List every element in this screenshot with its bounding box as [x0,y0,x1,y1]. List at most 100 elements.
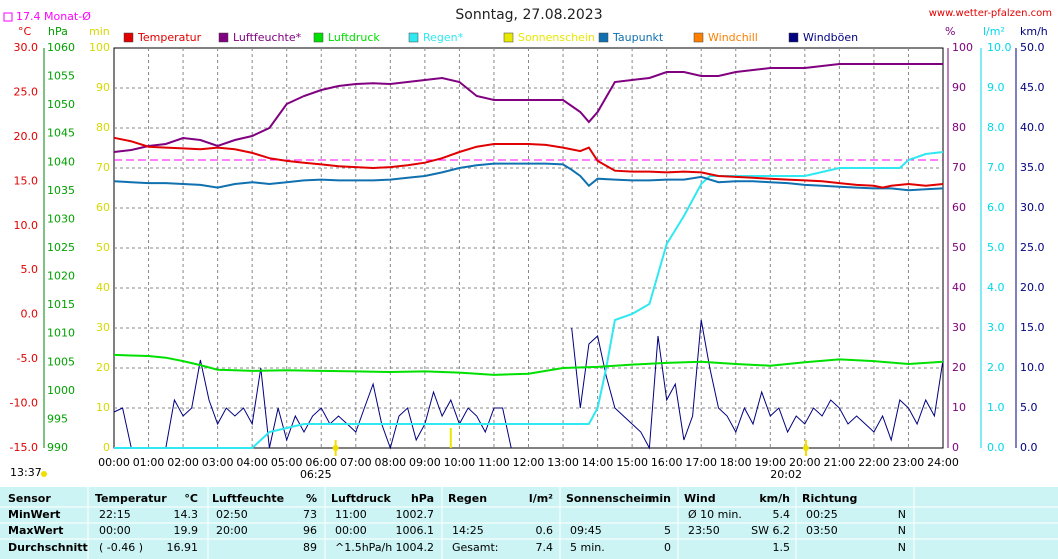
x-tick-label: 24:00 [927,456,959,469]
cell-left: 00:25 [806,508,838,521]
y-tick-label: 90 [96,81,110,94]
y-tick-label: 80 [952,121,966,134]
x-tick-label: 02:00 [167,456,199,469]
table-header-unit: min [648,492,671,505]
x-tick-label: 10:00 [444,456,476,469]
y-tick-label: 45.0 [1020,81,1045,94]
y-tick-label: 0.0 [987,441,1005,454]
y-tick-label: 15.0 [14,174,39,187]
legend-label: Luftdruck [328,31,380,44]
legend-label: Windchill [708,31,758,44]
axis-unit: km/h [1020,25,1048,38]
y-tick-label: 70 [952,161,966,174]
y-tick-label: 1010 [47,327,75,340]
series-line [114,151,944,449]
y-tick-label: 20 [952,361,966,374]
cell-value: 16.91 [167,541,199,554]
y-tick-label: 4.0 [987,281,1005,294]
y-tick-label: 20.0 [1020,281,1045,294]
y-tick-label: 0.0 [1020,441,1038,454]
x-tick-label: 06:00 [305,456,337,469]
legend-label: Luftfeuchte* [233,31,302,44]
y-tick-label: 10 [952,401,966,414]
y-tick-label: 40 [96,281,110,294]
cell-value: 0 [664,541,671,554]
cell-left: ( -0.46 ) [99,541,143,554]
legend-swatch [503,32,514,43]
axis-unit: l/m² [983,25,1005,38]
row-label: MaxWert [8,524,63,537]
y-tick-label: 5.0 [21,263,39,276]
cell-value: N [898,524,906,537]
legend-swatch [218,32,229,43]
y-tick-label: -10.0 [10,397,38,410]
y-tick-label: -15.0 [10,441,38,454]
y-tick-label: 50 [96,241,110,254]
table-header-unit: hPa [411,492,434,505]
y-tick-label: 30 [952,321,966,334]
y-tick-label: 10.0 [14,219,39,232]
y-tick-label: 5.0 [1020,401,1038,414]
cell-value: 0.6 [536,524,554,537]
x-tick-label: 23:00 [893,456,925,469]
axis-unit: min [89,25,110,38]
cell-value: 14.3 [174,508,199,521]
legend-label: Windböen [803,31,858,44]
y-tick-label: -5.0 [17,352,38,365]
table-header: Wind [684,492,716,505]
y-tick-label: 1.0 [987,401,1005,414]
y-tick-label: 25.0 [1020,241,1045,254]
table-header: Regen [448,492,487,505]
y-tick-label: 10.0 [987,41,1012,54]
x-tick-label: 01:00 [133,456,165,469]
x-tick-label: 03:00 [202,456,234,469]
cell-value: N [898,508,906,521]
table-header-unit: °C [184,492,198,505]
y-tick-label: 25.0 [14,85,39,98]
y-tick-label: 90 [952,81,966,94]
y-tick-label: 35.0 [1020,161,1045,174]
cell-value: 19.9 [174,524,199,537]
axis-unit: % [945,25,955,38]
y-tick-label: 7.0 [987,161,1005,174]
cell-value: 1006.1 [396,524,435,537]
x-tick-label: 08:00 [374,456,406,469]
cell-left: ^1.5hPa/h [335,541,392,554]
cell-left: 14:25 [452,524,484,537]
y-tick-label: 20.0 [14,130,39,143]
y-tick-label: 60 [952,201,966,214]
mean-label: 17.4 Monat-Ø [16,10,91,23]
x-tick-label: 16:00 [651,456,683,469]
series-line [113,63,943,153]
y-tick-label: 1000 [47,384,75,397]
y-tick-label: 3.0 [987,321,1005,334]
table-header: Temperatur [95,492,167,505]
y-tick-label: 60 [96,201,110,214]
y-tick-label: 1030 [47,212,75,225]
y-tick-label: 1045 [47,127,75,140]
table-header: Sensor [8,492,51,505]
cell-left: 00:00 [335,524,367,537]
cell-left: 22:15 [99,508,131,521]
table-header: Luftfeuchte [212,492,284,505]
y-tick-label: 0 [952,441,959,454]
legend-swatch [693,32,704,43]
cell-left: Gesamt: [452,541,499,554]
x-tick-label: 18:00 [720,456,752,469]
y-tick-label: 2.0 [987,361,1005,374]
x-tick-label: 20:00 [789,456,821,469]
cell-value: 1004.2 [396,541,435,554]
table-header: Sonnenschein [566,492,652,505]
y-tick-label: 1020 [47,270,75,283]
series-line [113,353,944,376]
updated: 13:37 [10,466,42,479]
y-tick-label: 5.0 [987,241,1005,254]
y-tick-label: 15.0 [1020,321,1045,334]
cell-value: 1.5 [773,541,791,554]
chart-title: Sonntag, 27.08.2023 [455,7,602,23]
y-tick-label: 1005 [47,355,75,368]
x-tick-label: 21:00 [824,456,856,469]
cell-value: 1002.7 [396,508,435,521]
x-tick-label: 04:00 [236,456,268,469]
y-tick-label: 1015 [47,298,75,311]
